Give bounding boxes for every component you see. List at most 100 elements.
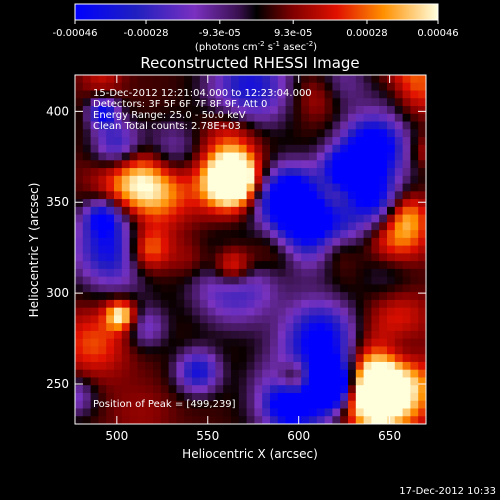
heatmap-cell — [410, 299, 419, 309]
heatmap-cell — [285, 82, 294, 92]
heatmap-cell — [394, 106, 404, 115]
heatmap-cell — [207, 299, 216, 309]
heatmap-cell — [277, 346, 287, 355]
heatmap-cell — [114, 307, 123, 317]
heatmap-cell — [184, 152, 193, 161]
heatmap-cell — [199, 90, 209, 99]
heatmap-cell — [387, 90, 396, 99]
heatmap-cell — [176, 361, 185, 371]
heatmap-cell — [246, 90, 255, 99]
heatmap-cell — [121, 129, 131, 138]
heatmap-cell — [309, 299, 318, 309]
heatmap-cell — [293, 168, 302, 177]
heatmap-cell — [82, 330, 92, 340]
x-tick-label: 500 — [105, 429, 128, 443]
heatmap-cell — [309, 253, 318, 262]
heatmap-cell — [379, 330, 388, 340]
heatmap-cell — [82, 369, 92, 379]
heatmap-cell — [223, 253, 232, 262]
heatmap-cell — [371, 191, 380, 200]
heatmap-cell — [176, 330, 185, 340]
heatmap-cell — [184, 354, 193, 363]
heatmap-cell — [168, 98, 177, 107]
heatmap-cell — [114, 245, 123, 254]
heatmap-cell — [293, 385, 302, 394]
heatmap-cell — [145, 82, 154, 92]
heatmap-cell — [160, 137, 170, 146]
heatmap-cell — [309, 113, 318, 123]
heatmap-cell — [285, 214, 294, 223]
heatmap-cell — [332, 129, 341, 138]
heatmap-cell — [355, 160, 365, 169]
heatmap-cell — [394, 245, 404, 254]
heatmap-cell — [98, 121, 107, 130]
heatmap-cell — [114, 416, 123, 424]
colorbar-tick-label: 0.00046 — [417, 28, 458, 39]
heatmap-cell — [262, 144, 271, 154]
heatmap-cell — [231, 230, 240, 239]
heatmap-cell — [387, 245, 396, 254]
heatmap-cell — [371, 168, 380, 177]
heatmap-cell — [355, 137, 365, 146]
heatmap-cell — [246, 206, 255, 216]
heatmap-cell — [199, 253, 209, 262]
heatmap-cell — [160, 323, 170, 332]
heatmap-cell — [231, 307, 240, 317]
heatmap-cell — [418, 113, 426, 123]
heatmap-cell — [246, 354, 255, 363]
heatmap-cell — [137, 237, 146, 247]
heatmap-cell — [402, 144, 411, 154]
heatmap-cell — [254, 222, 263, 231]
heatmap-cell — [418, 75, 426, 84]
heatmap-cell — [145, 168, 154, 177]
heatmap-cell — [160, 385, 170, 394]
heatmap-cell — [332, 330, 341, 340]
heatmap-cell — [145, 323, 154, 332]
heatmap-cell — [387, 292, 396, 301]
heatmap-cell — [262, 183, 271, 192]
heatmap-cell — [246, 98, 255, 107]
heatmap-cell — [121, 361, 131, 371]
heatmap-cell — [121, 369, 131, 379]
heatmap-cell — [371, 292, 380, 301]
heatmap-cell — [75, 385, 84, 394]
heatmap-cell — [285, 206, 294, 216]
heatmap-cell — [270, 261, 279, 270]
heatmap-cell — [316, 137, 326, 146]
heatmap-cell — [371, 400, 380, 410]
heatmap-cell — [231, 346, 240, 355]
heatmap-cell — [316, 160, 326, 169]
heatmap-cell — [137, 214, 146, 223]
heatmap-cell — [402, 152, 411, 161]
heatmap-cell — [238, 354, 248, 363]
heatmap-cell — [332, 268, 341, 278]
heatmap-cell — [340, 400, 349, 410]
heatmap-cell — [75, 121, 84, 130]
heatmap-cell — [129, 245, 138, 254]
heatmap-cell — [90, 385, 99, 394]
heatmap-cell — [355, 121, 365, 130]
heatmap-cell — [114, 237, 123, 247]
heatmap-cell — [207, 361, 216, 371]
heatmap-cell — [324, 346, 333, 355]
heatmap-cell — [293, 245, 302, 254]
heatmap-cell — [301, 307, 310, 317]
heatmap-cell — [184, 338, 193, 348]
heatmap-cell — [418, 338, 426, 348]
heatmap-cell — [238, 199, 248, 208]
heatmap-cell — [223, 268, 232, 278]
heatmap-cell — [160, 307, 170, 317]
heatmap-cell — [75, 361, 84, 371]
heatmap-cell — [137, 175, 146, 185]
heatmap-cell — [238, 121, 248, 130]
heatmap-cell — [363, 214, 372, 223]
heatmap-cell — [309, 144, 318, 154]
heatmap-cell — [192, 330, 201, 340]
heatmap-cell — [293, 338, 302, 348]
heatmap-cell — [82, 222, 92, 231]
heatmap-cell — [231, 323, 240, 332]
heatmap-cell — [270, 206, 279, 216]
heatmap-cell — [371, 385, 380, 394]
heatmap-cell — [309, 292, 318, 301]
heatmap-cell — [410, 137, 419, 146]
